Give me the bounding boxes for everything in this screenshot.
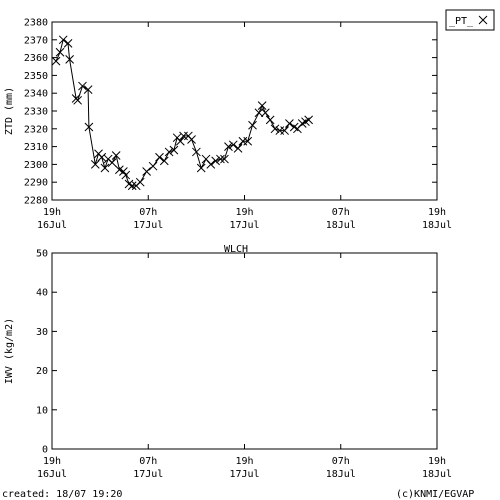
data-point [55,47,65,57]
data-point [97,152,107,162]
data-point [257,101,267,111]
x-tick-label-date: 17Jul [133,469,163,480]
y-tick-label: 2370 [24,35,48,46]
chart-panel-2: 0 10 20 30 40 50 19h 16Jul 07h 17Jul 19h 17Jul 07h 18… [4,244,452,480]
series-line [55,38,309,187]
data-point [148,161,158,171]
x-tick-label-date: 17Jul [133,220,163,231]
data-point [65,55,74,64]
x-tick-label-time: 07h [139,456,157,467]
data-point [285,119,294,128]
x-tick-label-date: 16Jul [37,220,67,231]
y-tick-label: 2340 [24,89,48,100]
data-point [78,81,87,91]
x-tick-label-date: 18Jul [326,220,356,231]
data-point [73,95,83,105]
y-tick-label: 50 [36,249,48,260]
data-point [206,160,216,169]
x-tick-label-time: 19h [428,207,446,218]
x-tick-label-time: 07h [332,456,350,467]
data-point [155,152,164,162]
legend-box [445,9,495,31]
data-point [304,115,314,125]
credit-label: (c)KNMI/EGVAP [396,489,475,500]
y-tick-label: 2310 [24,142,48,153]
data-point [169,145,179,155]
y-tick-label: 2300 [24,160,48,171]
x-tick-label-date: 17Jul [229,220,259,231]
legend-label: _PT_ [449,16,474,27]
x-tick-label-date: 18Jul [326,469,356,480]
x-tick-label-date: 18Jul [422,220,452,231]
created-label: created: 18/07 19:20 [2,489,123,500]
y-tick-label: 30 [36,327,48,338]
x-tick-label-time: 19h [235,207,253,218]
x-tick-label-time: 07h [139,207,157,218]
data-point [63,39,73,48]
data-point [121,170,131,180]
data-point [175,136,185,146]
data-point [233,144,243,153]
data-point [196,163,206,173]
chart-title: WLCH [224,244,248,255]
data-point [228,140,238,150]
y-tick-label: 2320 [24,124,48,135]
y-tick-label: 2360 [24,53,48,64]
data-point [224,142,233,151]
x-tick-label-time: 19h [43,207,61,218]
chart-panel-1: 2280 2290 2300 2310 2320 2330 2340 2350 2360 2370… [4,9,495,231]
x-tick-label-time: 19h [428,456,446,467]
y-axis-label: ZTD (mm) [4,87,15,135]
data-point [164,147,174,157]
y-tick-label: 0 [42,445,48,456]
data-point [280,126,289,135]
data-point [265,115,275,125]
plot-frame [51,252,438,450]
data-point [51,56,61,66]
data-point [216,154,225,164]
data-point [90,160,100,169]
y-tick-label: 10 [36,405,48,416]
x-tick-label-date: 16Jul [37,469,67,480]
data-point [270,124,280,134]
data-point [187,135,196,144]
data-point [107,158,117,167]
legend: _PT_ [445,9,495,31]
y-tick-label: 2350 [24,71,48,82]
x-tick-label-date: 18Jul [422,469,452,480]
data-point [254,108,264,118]
data-point [84,122,94,132]
y-tick-label: 40 [36,288,48,299]
data-point [83,85,93,94]
y-tick-label: 20 [36,366,48,377]
data-point [142,167,151,176]
y-tick-label: 2330 [24,107,48,118]
data-point [127,181,137,191]
data-point [135,177,145,187]
legend-marker [478,15,488,25]
data-point [211,156,220,166]
x-tick-label-time: 19h [235,456,253,467]
data-point [111,151,121,160]
plot-frame [51,21,438,201]
y-tick-label: 2290 [24,178,48,189]
x-tick-label-date: 17Jul [229,469,259,480]
data-point [243,136,253,146]
y-axis-label: IWV (kg/m2) [4,318,15,384]
x-tick-label-time: 19h [43,456,61,467]
data-point [159,156,169,166]
data-point [100,163,110,173]
y-tick-label: 2280 [24,196,48,207]
data-point [192,147,201,157]
y-tick-label: 2380 [24,18,48,29]
data-point [220,154,229,164]
data-point [58,35,68,45]
data-point [248,120,257,130]
data-point [261,108,270,118]
x-tick-label-time: 07h [332,207,350,218]
